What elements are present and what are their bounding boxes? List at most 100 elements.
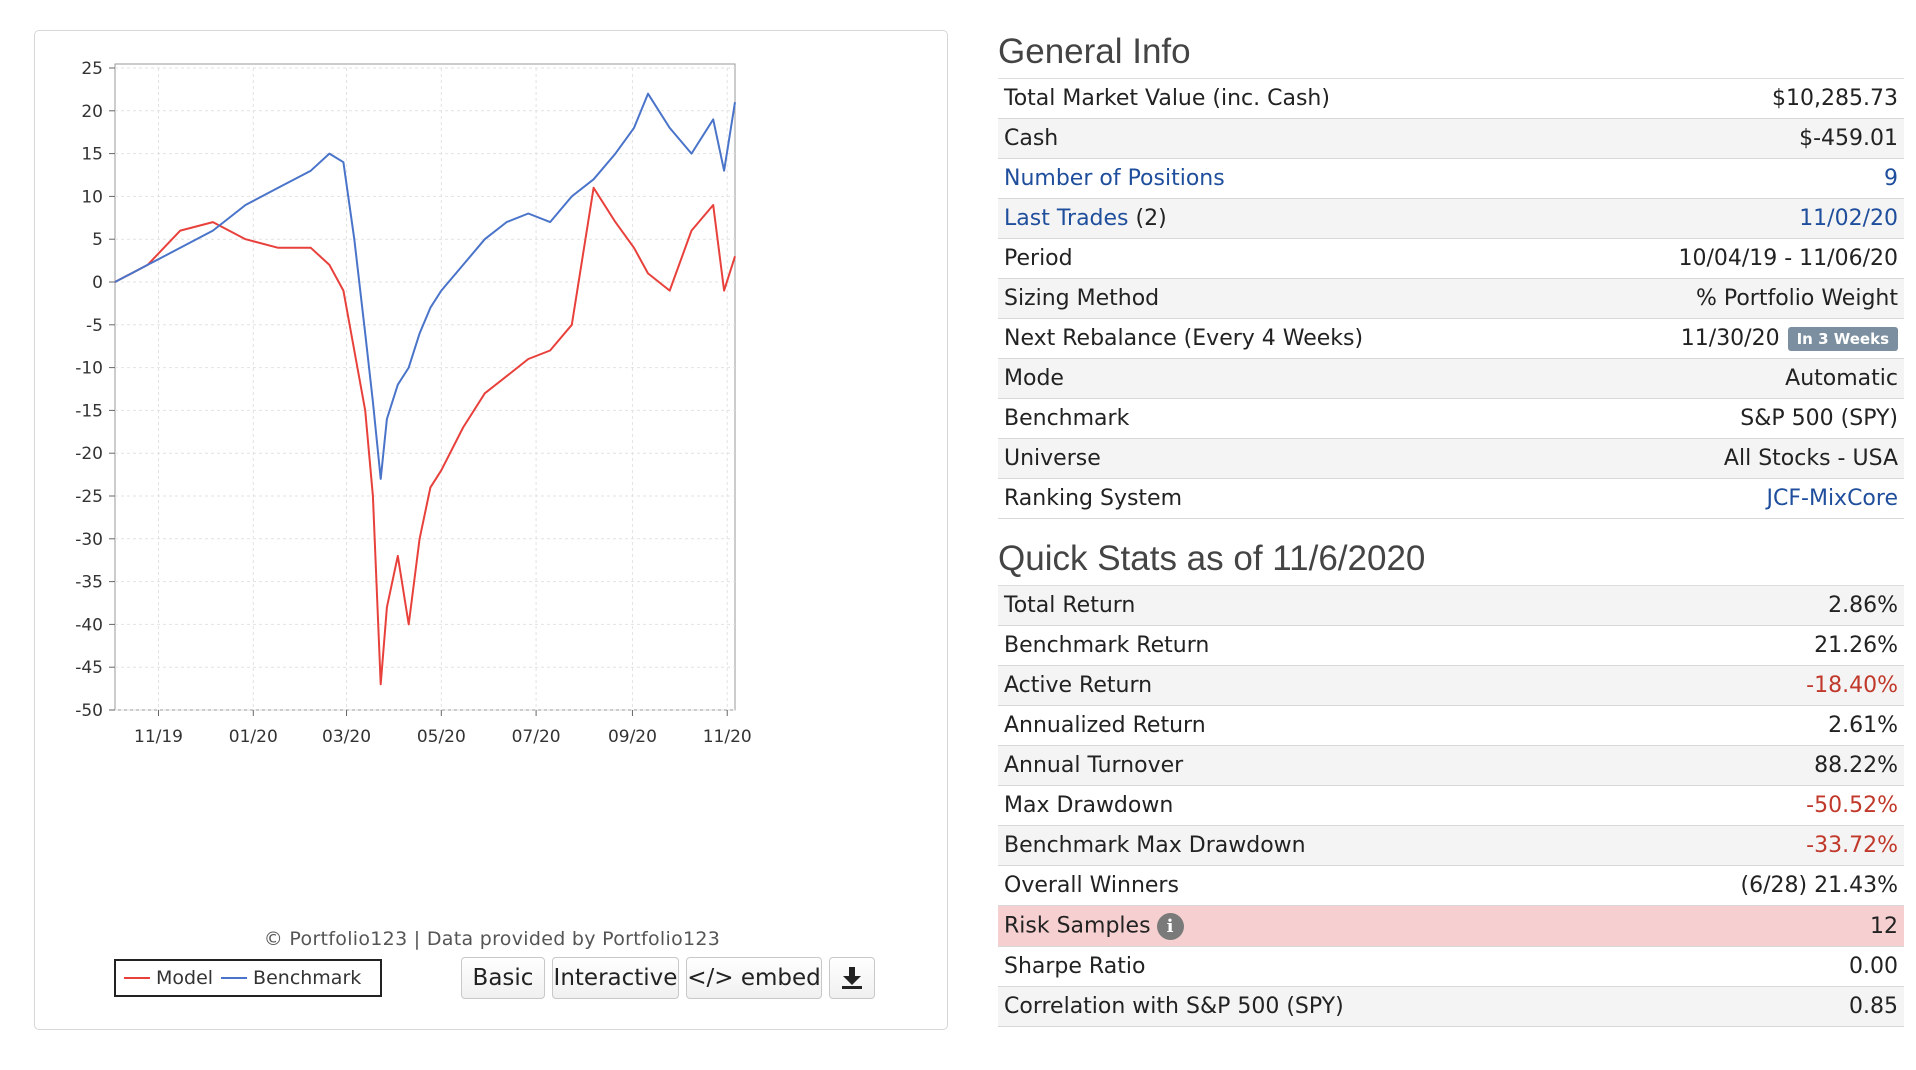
last-trades-count: (2) bbox=[1128, 206, 1167, 231]
row-value: 88.22% bbox=[1814, 753, 1898, 778]
row-value: 11/30/20 In 3 Weeks bbox=[1681, 326, 1898, 351]
rebalance-badge: In 3 Weeks bbox=[1787, 327, 1898, 351]
general-info-title: General Info bbox=[998, 32, 1191, 71]
y-tick-label: -25 bbox=[75, 487, 103, 507]
download-icon bbox=[842, 967, 862, 989]
number-of-positions-value-link[interactable]: 9 bbox=[1884, 166, 1898, 191]
row-label: Ranking System bbox=[1004, 486, 1183, 511]
row-label: Max Drawdown bbox=[1004, 793, 1174, 818]
row-label: Annual Turnover bbox=[1004, 753, 1184, 778]
download-button[interactable] bbox=[829, 957, 875, 999]
row-value: % Portfolio Weight bbox=[1695, 286, 1898, 311]
row-label: Active Return bbox=[1004, 673, 1153, 698]
row-value: -18.40% bbox=[1806, 673, 1898, 698]
table-row: Cash $-459.01 bbox=[998, 119, 1904, 159]
row-label: Last Trades (2) bbox=[1004, 206, 1167, 231]
plot-border bbox=[114, 63, 736, 711]
general-info-table: Total Market Value (inc. Cash) $10,285.7… bbox=[998, 78, 1904, 519]
row-label: Risk Samples i bbox=[1004, 912, 1184, 940]
row-value: $10,285.73 bbox=[1772, 86, 1898, 111]
row-label: Sharpe Ratio bbox=[1004, 954, 1146, 979]
y-tick-label: 20 bbox=[81, 102, 103, 122]
performance-chart[interactable]: 2520151050-5-10-15-20-25-30-35-40-45-50 … bbox=[35, 31, 949, 931]
table-row: Total Return 2.86% bbox=[998, 586, 1904, 626]
y-tick-label: 5 bbox=[92, 230, 103, 250]
series-line-model bbox=[114, 186, 736, 686]
basic-button[interactable]: Basic bbox=[461, 957, 545, 999]
y-tick-label: -35 bbox=[75, 573, 103, 593]
row-value: 2.61% bbox=[1828, 713, 1898, 738]
legend-label-benchmark: Benchmark bbox=[253, 967, 362, 989]
table-row: Period 10/04/19 - 11/06/20 bbox=[998, 239, 1904, 279]
row-label: Benchmark Max Drawdown bbox=[1004, 833, 1306, 858]
last-trades-date-link[interactable]: 11/02/20 bbox=[1799, 206, 1898, 231]
table-row: Sharpe Ratio 0.00 bbox=[998, 947, 1904, 987]
legend-item-model[interactable]: Model bbox=[124, 967, 213, 989]
row-value: 21.26% bbox=[1814, 633, 1898, 658]
y-tick-label: -50 bbox=[75, 701, 103, 721]
row-label: Mode bbox=[1004, 366, 1064, 391]
last-trades-link[interactable]: Last Trades bbox=[1004, 206, 1129, 231]
row-value: S&P 500 (SPY) bbox=[1740, 406, 1898, 431]
row-label: Correlation with S&P 500 (SPY) bbox=[1004, 994, 1344, 1019]
row-label: Sizing Method bbox=[1004, 286, 1160, 311]
row-label: Next Rebalance (Every 4 Weeks) bbox=[1004, 326, 1364, 351]
row-value: (6/28) 21.43% bbox=[1740, 873, 1898, 898]
embed-button[interactable]: </> embed bbox=[686, 957, 822, 999]
y-tick-label: -20 bbox=[75, 444, 103, 464]
y-axis: 25 20 15 10 5 0 -5 -10 -15 -20 -25 -30 -35 -40 -45 -50 bbox=[75, 59, 115, 721]
legend-item-benchmark[interactable]: Benchmark bbox=[221, 967, 361, 989]
row-label: Cash bbox=[1004, 126, 1059, 151]
table-row: Annualized Return 2.61% bbox=[998, 706, 1904, 746]
row-value: 0.85 bbox=[1849, 994, 1898, 1019]
next-rebalance-date: 11/30/20 bbox=[1680, 326, 1780, 351]
ranking-system-link[interactable]: JCF-MixCore bbox=[1766, 486, 1898, 511]
row-label: Universe bbox=[1004, 446, 1101, 471]
y-tick-label: -40 bbox=[75, 615, 103, 635]
row-label: Total Market Value (inc. Cash) bbox=[1004, 86, 1330, 111]
x-tick-label: 05/20 bbox=[417, 727, 466, 747]
row-value: 10/04/19 - 11/06/20 bbox=[1678, 246, 1898, 271]
interactive-button[interactable]: Interactive bbox=[552, 957, 679, 999]
row-label: Total Return bbox=[1004, 593, 1136, 618]
row-label: Benchmark Return bbox=[1004, 633, 1210, 658]
table-row: Total Market Value (inc. Cash) $10,285.7… bbox=[998, 79, 1904, 119]
number-of-positions-link[interactable]: Number of Positions bbox=[1004, 166, 1225, 191]
row-value: All Stocks - USA bbox=[1723, 446, 1898, 471]
table-row: Number of Positions 9 bbox=[998, 159, 1904, 199]
table-row: Max Drawdown -50.52% bbox=[998, 786, 1904, 826]
info-icon[interactable]: i bbox=[1156, 912, 1184, 940]
x-tick-label: 03/20 bbox=[322, 727, 371, 747]
y-tick-label: -5 bbox=[86, 316, 103, 336]
y-tick-label: -15 bbox=[75, 401, 103, 421]
row-label: Period bbox=[1004, 246, 1073, 271]
x-tick-label: 07/20 bbox=[512, 727, 561, 747]
x-tick-label: 01/20 bbox=[229, 727, 278, 747]
y-tick-label: -30 bbox=[75, 530, 103, 550]
row-value: Automatic bbox=[1785, 366, 1898, 391]
table-row: Benchmark Return 21.26% bbox=[998, 626, 1904, 666]
row-label: Benchmark bbox=[1004, 406, 1130, 431]
row-value: 0.00 bbox=[1849, 954, 1898, 979]
legend-label-model: Model bbox=[156, 967, 214, 989]
chart-grid bbox=[114, 63, 736, 711]
chart-series bbox=[114, 92, 736, 686]
row-label: Annualized Return bbox=[1004, 713, 1206, 738]
y-tick-label: -45 bbox=[75, 658, 103, 678]
row-value: -50.52% bbox=[1806, 793, 1898, 818]
chart-panel: 25 20 15 10 5 0 -5 -10 -15 -20 -25 -30 -35 -40 -45 -50 … bbox=[34, 30, 948, 1030]
y-tick-label: 10 bbox=[81, 187, 103, 207]
series-line-benchmark bbox=[114, 92, 736, 480]
y-tick-label: 15 bbox=[81, 145, 103, 165]
table-row: Benchmark Max Drawdown -33.72% bbox=[998, 826, 1904, 866]
row-label: Overall Winners bbox=[1004, 873, 1179, 898]
table-row: Mode Automatic bbox=[998, 359, 1904, 399]
x-axis: 11/19 01/20 03/20 05/20 07/20 09/20 11/20 bbox=[134, 710, 752, 747]
quick-stats-title: Quick Stats as of 11/6/2020 bbox=[998, 539, 1426, 578]
y-tick-label: 25 bbox=[81, 59, 103, 79]
table-row: Overall Winners (6/28) 21.43% bbox=[998, 866, 1904, 906]
table-row: Universe All Stocks - USA bbox=[998, 439, 1904, 479]
x-tick-label: 09/20 bbox=[608, 727, 657, 747]
x-tick-label: 11/19 bbox=[134, 727, 183, 747]
table-row: Last Trades (2) 11/02/20 bbox=[998, 199, 1904, 239]
